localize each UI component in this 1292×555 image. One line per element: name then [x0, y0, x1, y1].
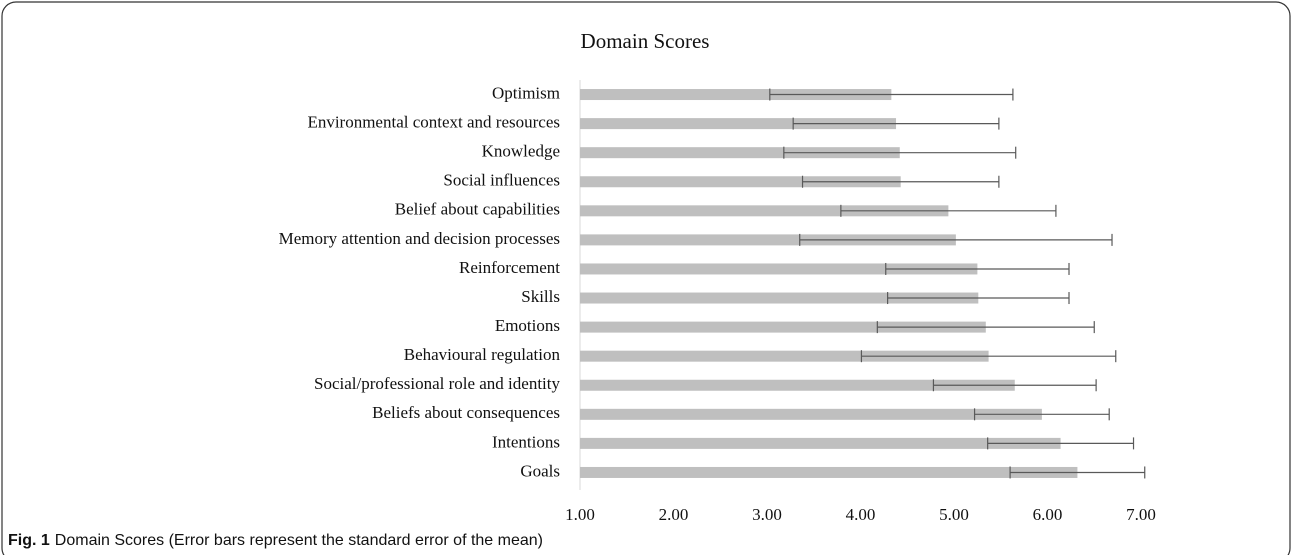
- y-tick-label: Environmental context and resources: [307, 113, 560, 132]
- error-bar: [885, 262, 1070, 275]
- y-tick-label: Social influences: [443, 171, 560, 190]
- y-tick-label: Social/professional role and identity: [314, 374, 560, 393]
- bar: [580, 379, 1015, 391]
- x-tick-label: 5.00: [939, 505, 969, 524]
- y-tick-label: Intentions: [492, 432, 560, 451]
- x-tick-label: 3.00: [752, 505, 782, 524]
- y-tick-label: Behavioural regulation: [404, 345, 561, 364]
- bar: [580, 350, 989, 362]
- y-tick-label: Emotions: [495, 316, 560, 335]
- error-bar: [887, 292, 1070, 305]
- caption-text: Domain Scores (Error bars represent the …: [55, 532, 543, 549]
- bar: [580, 437, 1061, 449]
- error-bar: [799, 233, 1113, 246]
- x-tick-label: 1.00: [565, 505, 595, 524]
- y-tick-label: Beliefs about consequences: [372, 403, 560, 422]
- bar: [580, 118, 897, 130]
- error-bar: [769, 88, 1014, 101]
- x-tick-label: 2.00: [659, 505, 689, 524]
- bar: [580, 321, 986, 333]
- caption: Fig. 1 Domain Scores (Error bars represen…: [8, 532, 543, 549]
- error-bar: [860, 350, 1117, 363]
- y-tick-label: Skills: [521, 287, 560, 306]
- error-bar: [840, 204, 1057, 217]
- y-tick-label: Optimism: [492, 83, 560, 102]
- x-tick-label: 6.00: [1033, 505, 1063, 524]
- bar: [580, 234, 956, 246]
- bar: [580, 263, 978, 275]
- bar: [580, 89, 892, 101]
- error-bar: [876, 321, 1095, 334]
- y-tick-label: Knowledge: [482, 142, 560, 161]
- chart-title: Domain Scores: [581, 29, 710, 53]
- bar: [580, 466, 1078, 478]
- bar: [580, 176, 901, 188]
- caption-label: Fig. 1: [8, 532, 50, 549]
- error-bar: [792, 117, 1000, 130]
- bar: [580, 147, 900, 159]
- y-tick-label: Reinforcement: [459, 258, 560, 277]
- y-tick-label: Belief about capabilities: [395, 200, 560, 219]
- x-tick-label: 4.00: [846, 505, 876, 524]
- bar: [580, 408, 1042, 420]
- bar: [580, 205, 949, 217]
- error-bar: [801, 175, 1000, 188]
- error-bar: [932, 379, 1097, 392]
- y-tick-label: Memory attention and decision processes: [279, 229, 560, 248]
- error-bar: [1009, 466, 1146, 479]
- bar: [580, 292, 979, 304]
- y-tick-label: Goals: [520, 461, 560, 480]
- error-bar: [973, 408, 1110, 421]
- x-tick-label: 7.00: [1126, 505, 1156, 524]
- error-bar: [987, 437, 1135, 450]
- error-bar: [783, 146, 1017, 159]
